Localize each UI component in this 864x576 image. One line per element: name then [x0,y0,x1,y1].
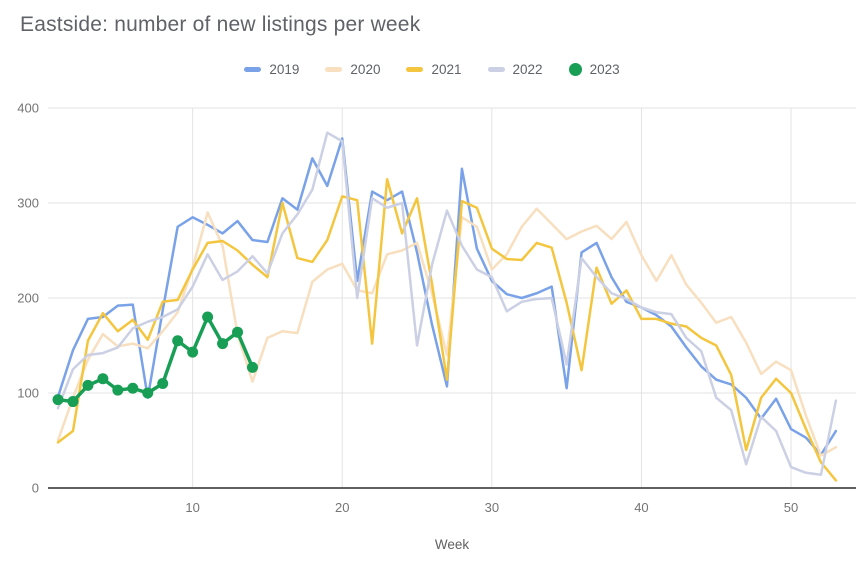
y-tick-label: 0 [32,481,39,496]
series-point-2023 [82,379,94,391]
legend-item-2020[interactable]: 2020 [325,62,380,77]
x-tick-label: 30 [485,500,499,515]
y-tick-label: 300 [17,196,39,211]
legend-swatch-2022 [487,67,505,72]
series-line-2020 [56,207,838,457]
legend-label: 2020 [350,62,381,77]
series-line-2021 [56,178,838,482]
legend-label: 2022 [512,62,543,77]
legend-swatch-2019 [244,67,262,72]
legend-label: 2021 [431,62,462,77]
x-tick-label: 20 [335,500,349,515]
series-line-2022 [56,131,838,476]
series-point-2023 [67,396,79,408]
chart-legend: 2019 2020 2021 2022 2023 [0,62,864,77]
series-point-2023 [172,335,184,347]
legend-label: 2023 [589,62,620,77]
series-point-2023 [97,373,109,385]
legend-item-2022[interactable]: 2022 [487,62,543,77]
legend-item-2023[interactable]: 2023 [568,62,620,77]
legend-swatch-2023 [568,63,582,76]
series-line-2019 [56,137,838,456]
series-point-2023 [202,311,214,323]
legend-item-2021[interactable]: 2021 [406,62,462,77]
legend-item-2019[interactable]: 2019 [244,62,299,77]
series-point-2023 [142,387,154,399]
series-point-2023 [127,382,139,394]
series-point-2023 [52,394,64,406]
y-tick-label: 400 [17,101,39,116]
legend-label: 2019 [269,62,300,77]
x-axis-title: Week [435,537,470,552]
x-tick-label: 10 [185,500,199,515]
series-point-2023 [217,338,229,350]
legend-swatch-2020 [325,67,343,72]
series-point-2023 [232,326,244,338]
series-point-2023 [187,346,199,358]
y-tick-label: 100 [17,386,39,401]
series-point-2023 [246,361,258,373]
y-tick-label: 200 [17,291,39,306]
chart-title: Eastside: number of new listings per wee… [20,13,421,36]
x-tick-label: 50 [784,500,798,515]
x-tick-label: 40 [634,500,648,515]
series-point-2023 [112,384,124,396]
series-point-2023 [157,378,169,389]
legend-swatch-2021 [406,67,424,72]
